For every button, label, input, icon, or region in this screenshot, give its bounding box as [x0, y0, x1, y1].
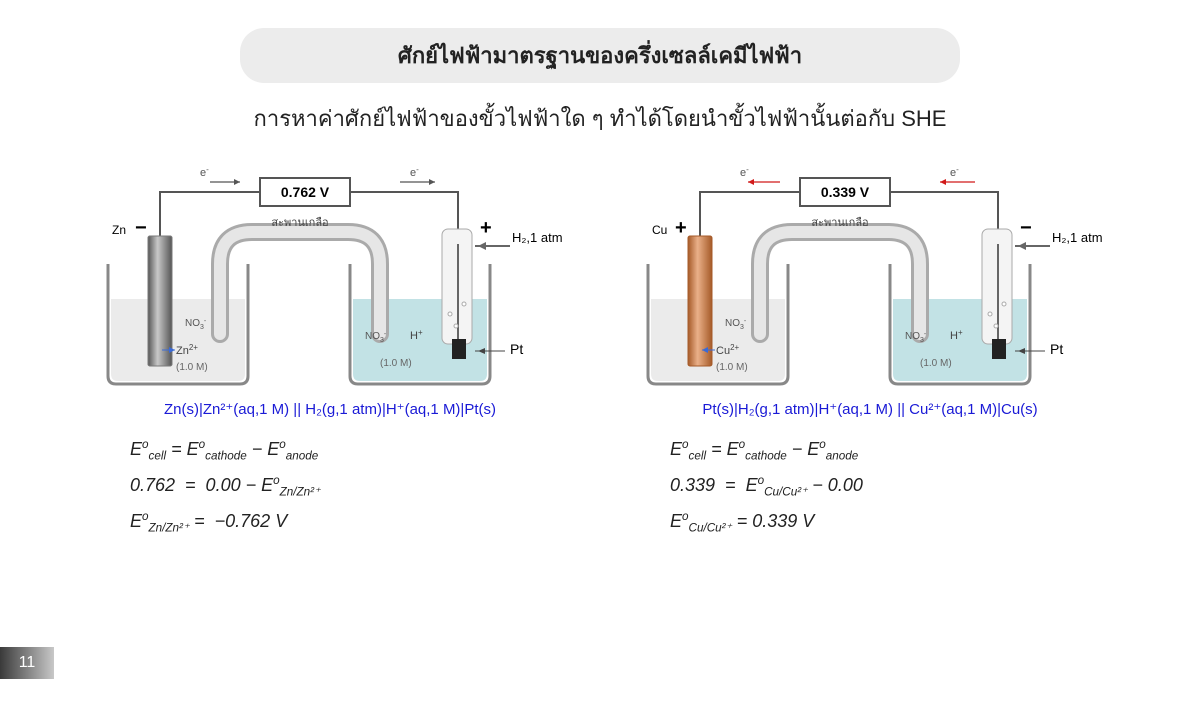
page-title: ศักย์ไฟฟ้ามาตรฐานของครึ่งเซลล์เคมีไฟฟ้า [240, 28, 960, 83]
zn-equations: Eocell = Eocathode − Eoanode 0.762 = 0.0… [80, 432, 580, 539]
cu-cell-diagram: 0.339 V e- e- สะพานเกลือ Cu [620, 154, 1120, 394]
svg-text:H₂,1 atm: H₂,1 atm [512, 230, 563, 245]
eq-formula: Eocell = Eocathode − Eoanode [670, 432, 1120, 468]
zn-cell-block: 0.762 V e- e- สะพานเกลือ [80, 154, 580, 539]
zn-cell-diagram: 0.762 V e- e- สะพานเกลือ [80, 154, 580, 394]
svg-text:Pt: Pt [1050, 341, 1063, 357]
svg-text:สะพานเกลือ: สะพานเกลือ [811, 216, 868, 229]
voltmeter-value: 0.762 V [281, 184, 330, 200]
eq-result: EoCu/Cu²⁺ = 0.339 V [670, 504, 1120, 540]
eq-sub1: 0.339 = EoCu/Cu²⁺ − 0.00 [670, 468, 1120, 504]
svg-text:สะพานเกลือ: สะพานเกลือ [271, 216, 328, 229]
cu-cell-notation: Pt(s)|H₂(g,1 atm)|H⁺(aq,1 M) || Cu²⁺(aq,… [620, 400, 1120, 418]
svg-text:Pt: Pt [510, 341, 523, 357]
svg-text:(1.0 M): (1.0 M) [716, 362, 748, 373]
eq-formula: Eocell = Eocathode − Eoanode [130, 432, 580, 468]
svg-text:+: + [480, 217, 492, 239]
eq-result: EoZn/Zn²⁺ = −0.762 V [130, 504, 580, 540]
diagram-row: 0.762 V e- e- สะพานเกลือ [0, 154, 1200, 539]
svg-text:(1.0 M): (1.0 M) [380, 358, 412, 369]
zn-cell-notation: Zn(s)|Zn²⁺(aq,1 M) || H₂(g,1 atm)|H⁺(aq,… [80, 400, 580, 418]
page-number: 11 [0, 647, 54, 679]
svg-text:(1.0 M): (1.0 M) [176, 362, 208, 373]
page-subtitle: การหาค่าศักย์ไฟฟ้าของขั้วไฟฟ้าใด ๆ ทำได้… [0, 101, 1200, 136]
svg-text:Cu: Cu [652, 223, 667, 237]
eq-sub1: 0.762 = 0.00 − EoZn/Zn²⁺ [130, 468, 580, 504]
svg-text:−: − [1020, 217, 1032, 239]
svg-text:Zn: Zn [112, 223, 126, 237]
svg-text:+: + [675, 217, 687, 239]
cu-equations: Eocell = Eocathode − Eoanode 0.339 = EoC… [620, 432, 1120, 539]
svg-text:(1.0 M): (1.0 M) [920, 358, 952, 369]
svg-text:e-: e- [410, 165, 419, 179]
voltmeter-value: 0.339 V [821, 184, 870, 200]
svg-text:e-: e- [740, 165, 749, 179]
svg-text:−: − [135, 217, 147, 239]
svg-text:H₂,1 atm: H₂,1 atm [1052, 230, 1103, 245]
cu-cell-block: 0.339 V e- e- สะพานเกลือ Cu [620, 154, 1120, 539]
svg-text:e-: e- [200, 165, 209, 179]
svg-text:e-: e- [950, 165, 959, 179]
